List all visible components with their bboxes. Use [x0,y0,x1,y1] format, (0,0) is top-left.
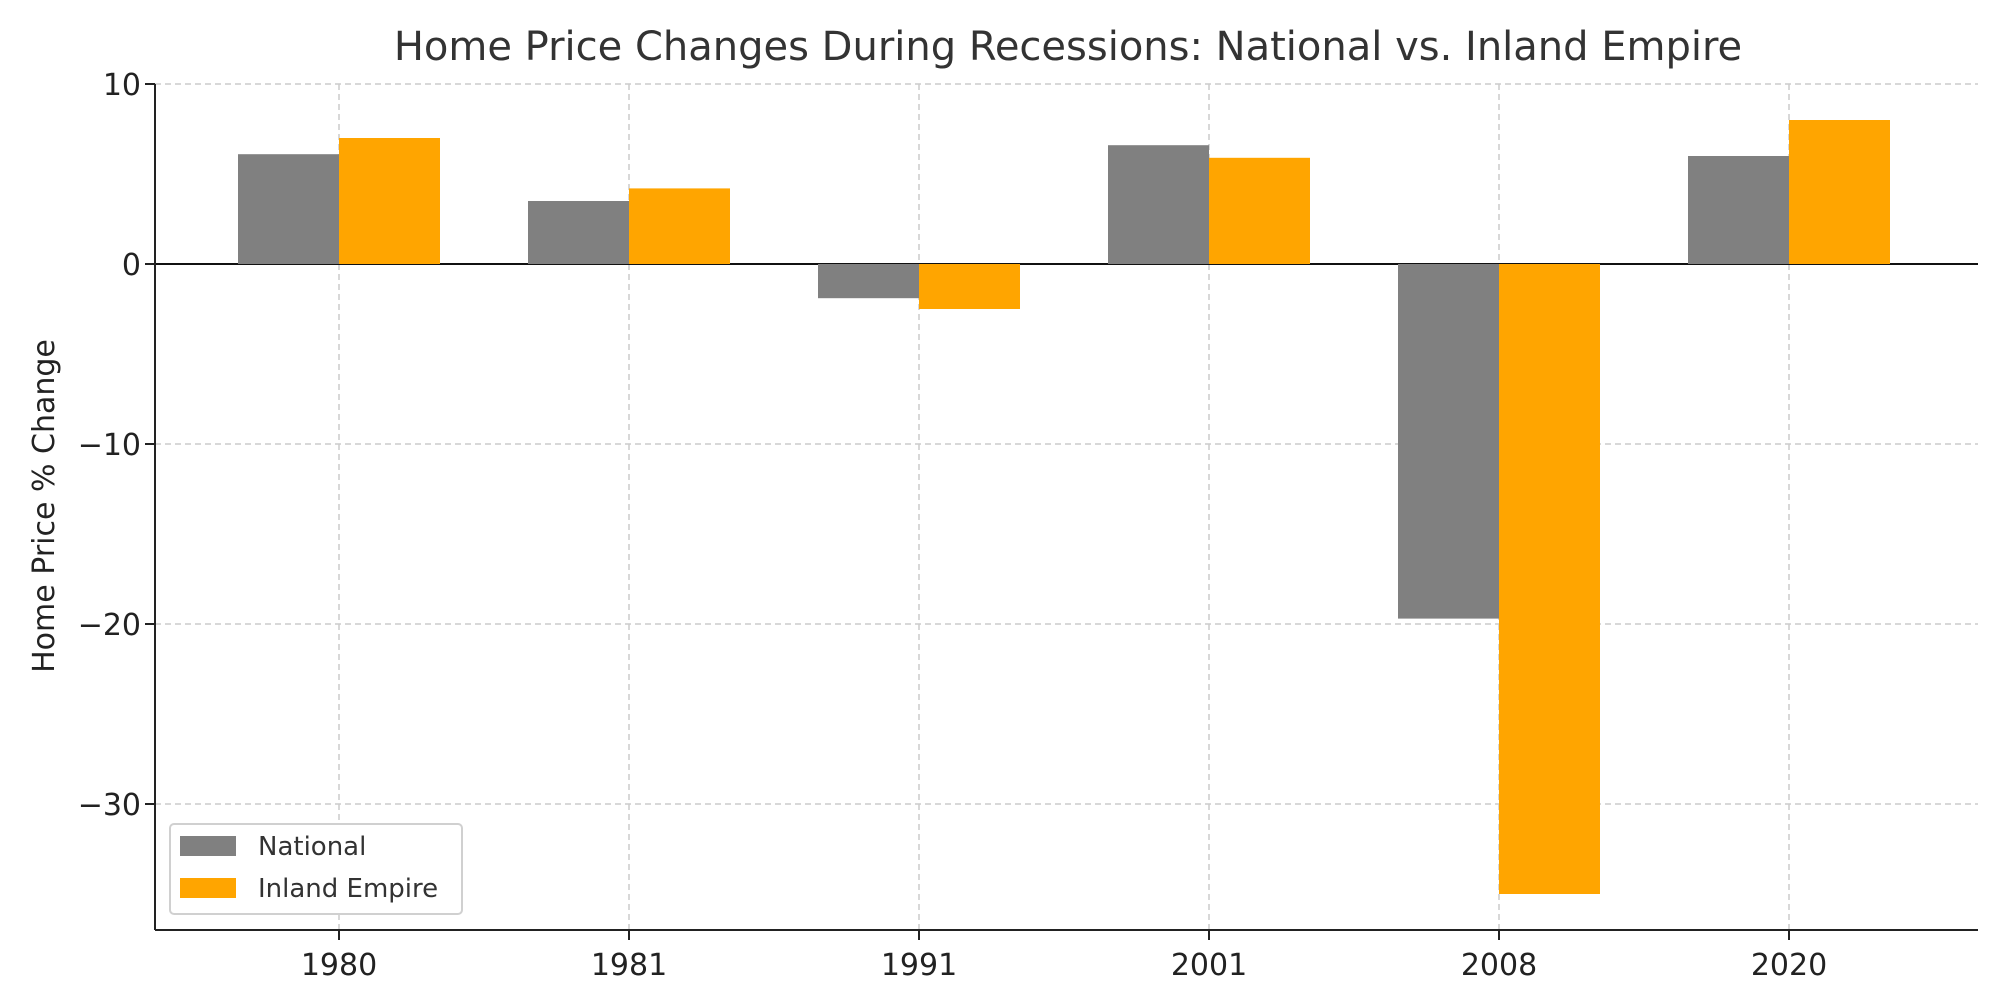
bar-inland-empire-1991 [919,264,1020,309]
legend: National Inland Empire [169,823,463,915]
legend-label-inland-empire: Inland Empire [258,874,438,904]
bar-national-2001 [1108,145,1209,264]
bars [238,120,1890,894]
y-tick-label: 10 [103,68,141,103]
x-tick-label: 1991 [881,948,957,983]
legend-swatch-inland-empire [180,878,236,898]
y-tick-label: −30 [78,788,141,823]
y-axis-label: Home Price % Change [27,339,62,673]
bar-national-1991 [818,264,919,299]
bar-national-2020 [1688,156,1789,264]
bar-inland-empire-1981 [629,188,730,264]
bar-national-1980 [238,154,339,264]
bar-inland-empire-2001 [1209,157,1310,264]
chart-title: Home Price Changes During Recessions: Na… [394,24,1742,70]
legend-label-national: National [258,832,366,862]
bar-inland-empire-2008 [1499,264,1600,894]
x-tick-label: 2001 [1171,948,1247,983]
legend-swatch-national [180,836,236,856]
axes [154,84,1978,931]
x-tick-label: 1981 [591,948,667,983]
bar-national-1981 [528,201,629,264]
x-tick-label: 1980 [301,948,377,983]
legend-frame [169,823,463,915]
y-tick-label: 0 [122,248,141,283]
ticks: 10 0 −10 −20 −30 1980 1981 1991 2001 2008 2020 [78,68,1827,983]
x-tick-label: 2020 [1751,948,1827,983]
y-tick-label: −20 [78,608,141,643]
bar-inland-empire-1980 [339,138,440,264]
y-tick-label: −10 [78,428,141,463]
bar-inland-empire-2020 [1789,120,1890,264]
bar-national-2008 [1398,264,1499,619]
x-tick-label: 2008 [1461,948,1537,983]
